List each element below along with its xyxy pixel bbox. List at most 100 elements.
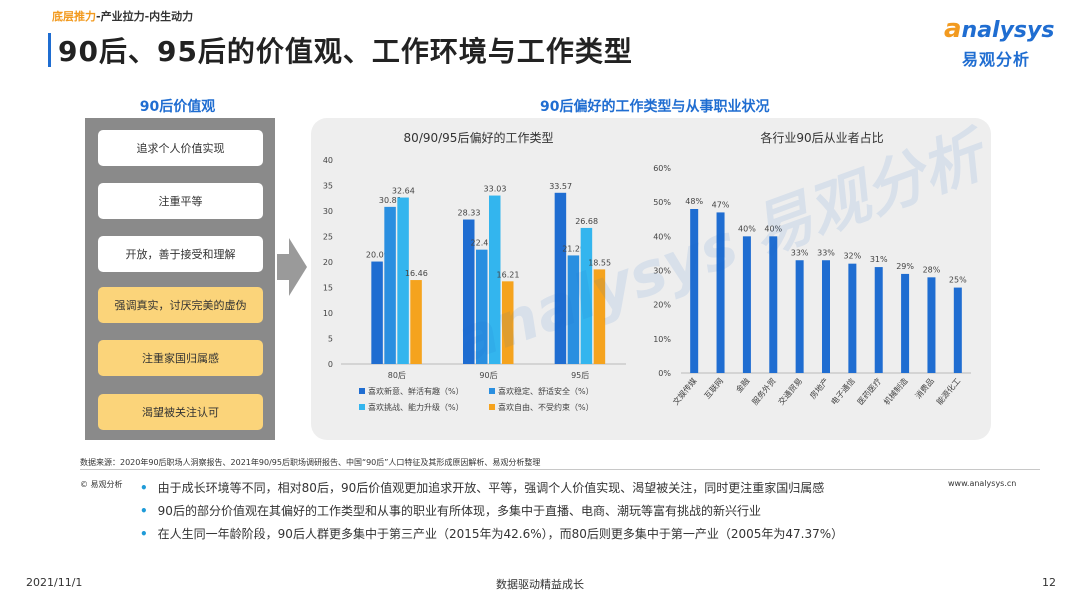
bar xyxy=(593,269,606,364)
y-tick-label: 40 xyxy=(323,156,333,165)
y-tick-label: 40% xyxy=(653,232,671,241)
divider xyxy=(80,469,1040,470)
title-accent-bar xyxy=(48,33,51,67)
bar xyxy=(371,261,383,364)
y-tick-label: 10% xyxy=(653,335,671,344)
x-tick-label: 文娱传媒 xyxy=(670,376,698,407)
legend-swatch xyxy=(489,388,495,394)
data-source: 数据来源：2020年90后职场人洞察报告、2021年90/95后职场调研报告、中… xyxy=(80,458,541,467)
bullet-item: 90后的部分价值观在其偏好的工作类型和从事的职业有所体现，多集中于直播、电商、潮… xyxy=(140,502,843,525)
values-panel: 追求个人价值实现 注重平等 开放，善于接受和理解 强调真实，讨厌完美的虚伪 注重… xyxy=(85,118,275,440)
breadcrumb: 底层推力-产业拉力-内生动力 xyxy=(52,8,193,24)
legend-swatch xyxy=(359,388,365,394)
data-label: 40% xyxy=(738,224,756,233)
y-tick-label: 60% xyxy=(653,164,671,173)
y-tick-label: 0% xyxy=(658,369,671,378)
legend-label: 喜欢挑战、能力升级（%） xyxy=(368,402,464,412)
data-label: 33.57 xyxy=(549,182,572,191)
data-label: 31% xyxy=(870,255,888,264)
value-item: 强调真实，讨厌完美的虚伪 xyxy=(98,287,263,323)
x-tick-label: 消费品 xyxy=(913,376,936,401)
bullet-item: 由于成长环境等不同，相对80后，90后价值观更加追求开放、平等，强调个人价值实现… xyxy=(140,479,843,502)
data-label: 40% xyxy=(764,224,782,233)
work-type-bar-chart: 80/90/95后偏好的工作类型 0 5 10 15 20 25 30 35 40 20.09 30.… xyxy=(323,130,626,412)
bar xyxy=(769,236,778,373)
bar xyxy=(397,197,409,364)
y-tick-label: 35 xyxy=(323,182,333,191)
bar xyxy=(476,249,488,364)
x-tick-label: 交通贸易 xyxy=(776,376,804,407)
data-label: 28.33 xyxy=(458,209,481,218)
charts-panel: 80/90/95后偏好的工作类型 0 5 10 15 20 25 30 35 40 20.09 30.… xyxy=(311,118,991,440)
bar xyxy=(927,277,936,373)
value-item: 渴望被关注认可 xyxy=(98,394,263,430)
chart-title: 各行业90后从业者占比 xyxy=(760,130,883,145)
data-label: 16.46 xyxy=(405,269,428,278)
value-item: 开放，善于接受和理解 xyxy=(98,236,263,272)
data-label: 33% xyxy=(817,248,835,257)
bar xyxy=(742,236,751,373)
value-item: 注重平等 xyxy=(98,183,263,219)
bar xyxy=(848,263,857,373)
bar xyxy=(410,280,422,364)
data-label: 28% xyxy=(923,265,941,274)
y-tick-label: 25 xyxy=(323,233,333,242)
x-tick-label: 服务外贸 xyxy=(750,376,778,407)
bar xyxy=(822,260,830,373)
page-title: 90后、95后的价值观、工作环境与工作类型 xyxy=(58,35,633,68)
x-tick-label: 能源化工 xyxy=(934,376,962,407)
y-tick-label: 30% xyxy=(653,267,671,276)
data-label: 22.42 xyxy=(471,239,494,248)
data-label: 47% xyxy=(712,200,730,209)
data-label: 48% xyxy=(685,197,703,206)
bullet-list: 由于成长环境等不同，相对80后，90后价值观更加追求开放、平等，强调个人价值实现… xyxy=(140,479,844,548)
value-item: 追求个人价值实现 xyxy=(98,130,263,166)
y-tick-label: 15 xyxy=(323,284,333,293)
bar xyxy=(502,281,514,364)
footer-date: 2021/11/1 xyxy=(26,576,83,589)
bar xyxy=(580,227,593,364)
y-tick-label: 0 xyxy=(328,360,333,369)
y-tick-label: 20 xyxy=(323,258,333,267)
data-label: 16.21 xyxy=(497,270,520,279)
analysys-logo: analysys 易观分析 xyxy=(944,14,1064,74)
data-label: 21.29 xyxy=(562,244,585,253)
value-item: 注重家国归属感 xyxy=(98,340,263,376)
bar xyxy=(716,212,725,373)
page-number: 12 xyxy=(1042,576,1056,589)
bar xyxy=(567,255,580,364)
logo-chinese: 易观分析 xyxy=(962,50,1031,69)
x-tick-label: 80后 xyxy=(388,370,406,380)
x-tick-label: 机械制造 xyxy=(881,376,909,407)
breadcrumb-active: 底层推力 xyxy=(52,10,96,23)
data-label: 29% xyxy=(896,262,914,271)
data-label: 25% xyxy=(949,276,967,285)
data-label: 30.81 xyxy=(379,196,402,205)
data-label: 26.68 xyxy=(575,217,598,226)
x-tick-label: 电子通信 xyxy=(829,376,857,407)
data-label: 33% xyxy=(791,248,809,257)
charts-heading: 90后偏好的工作类型与从事职业状况 xyxy=(540,99,770,115)
bar xyxy=(489,195,501,364)
data-label: 33.03 xyxy=(484,185,507,194)
x-tick-label: 95后 xyxy=(571,370,589,380)
x-tick-label: 房地产 xyxy=(807,376,830,401)
values-heading: 90后价值观 xyxy=(139,99,216,115)
breadcrumb-rest: -产业拉力-内生动力 xyxy=(96,10,194,23)
data-label: 32.64 xyxy=(392,187,415,196)
bar xyxy=(901,273,910,373)
industry-share-bar-chart: 各行业90后从业者占比 0% 10% 20% 30% 40% 50% 60% 48% 文娱传媒 47… xyxy=(653,130,971,407)
bar xyxy=(874,267,883,373)
data-label: 20.09 xyxy=(366,251,389,260)
bar xyxy=(690,209,699,373)
logo-wordmark: analysys xyxy=(944,14,1055,44)
x-tick-label: 医药医疗 xyxy=(855,376,883,407)
website-link[interactable]: www.analysys.cn xyxy=(948,479,1017,488)
footer-slogan: 数据驱动精益成长 xyxy=(496,578,584,591)
bar xyxy=(384,206,396,364)
copyright: © 易观分析 xyxy=(80,480,123,489)
legend-label: 喜欢稳定、舒适安全（%） xyxy=(498,386,594,396)
right-arrow-icon xyxy=(277,238,307,296)
y-tick-label: 30 xyxy=(323,207,333,216)
x-tick-label: 金融 xyxy=(733,376,751,395)
